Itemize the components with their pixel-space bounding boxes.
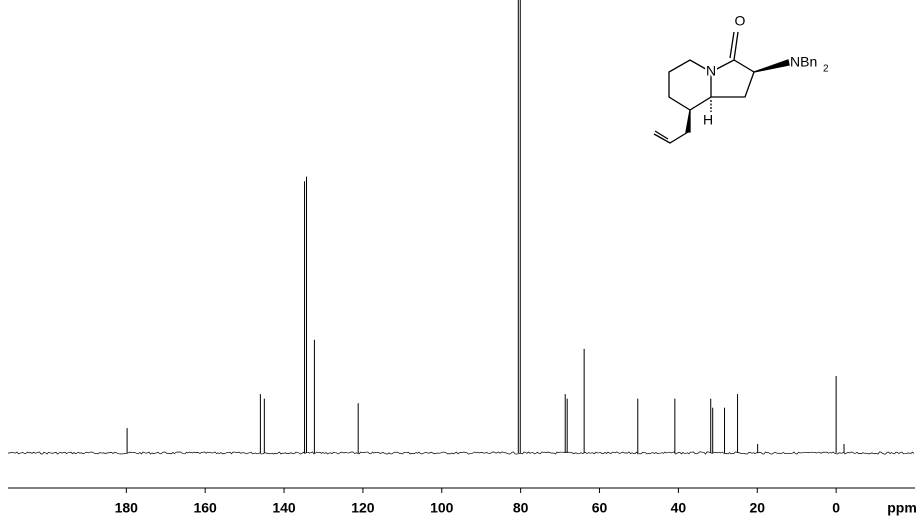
wedge (685, 109, 691, 133)
atom-label: 2 (823, 64, 829, 75)
bond (733, 31, 739, 61)
x-tick-label: 180 (115, 500, 139, 516)
atom-label: N (706, 63, 716, 79)
x-tick-label: 60 (592, 500, 608, 516)
structure (653, 31, 790, 144)
ring-bonds (668, 59, 712, 111)
x-tick-label: 0 (832, 500, 840, 516)
wedge (753, 59, 790, 73)
atom-label: O (735, 13, 746, 29)
x-tick-label: 40 (671, 500, 687, 516)
x-tick-label: 120 (351, 500, 375, 516)
x-axis-label: ppm (887, 500, 917, 516)
x-tick-label: 160 (193, 500, 217, 516)
x-tick-label: 20 (749, 500, 765, 516)
bond (729, 31, 735, 59)
baseline-noise (7, 451, 915, 455)
x-tick-label: 100 (430, 500, 454, 516)
ring-bonds (710, 59, 755, 98)
bond (653, 131, 689, 144)
bond (654, 130, 669, 140)
x-tick-label: 140 (272, 500, 296, 516)
atom-label: NBn (790, 54, 817, 70)
atom-label: H (703, 112, 713, 128)
x-tick-label: 80 (513, 500, 529, 516)
